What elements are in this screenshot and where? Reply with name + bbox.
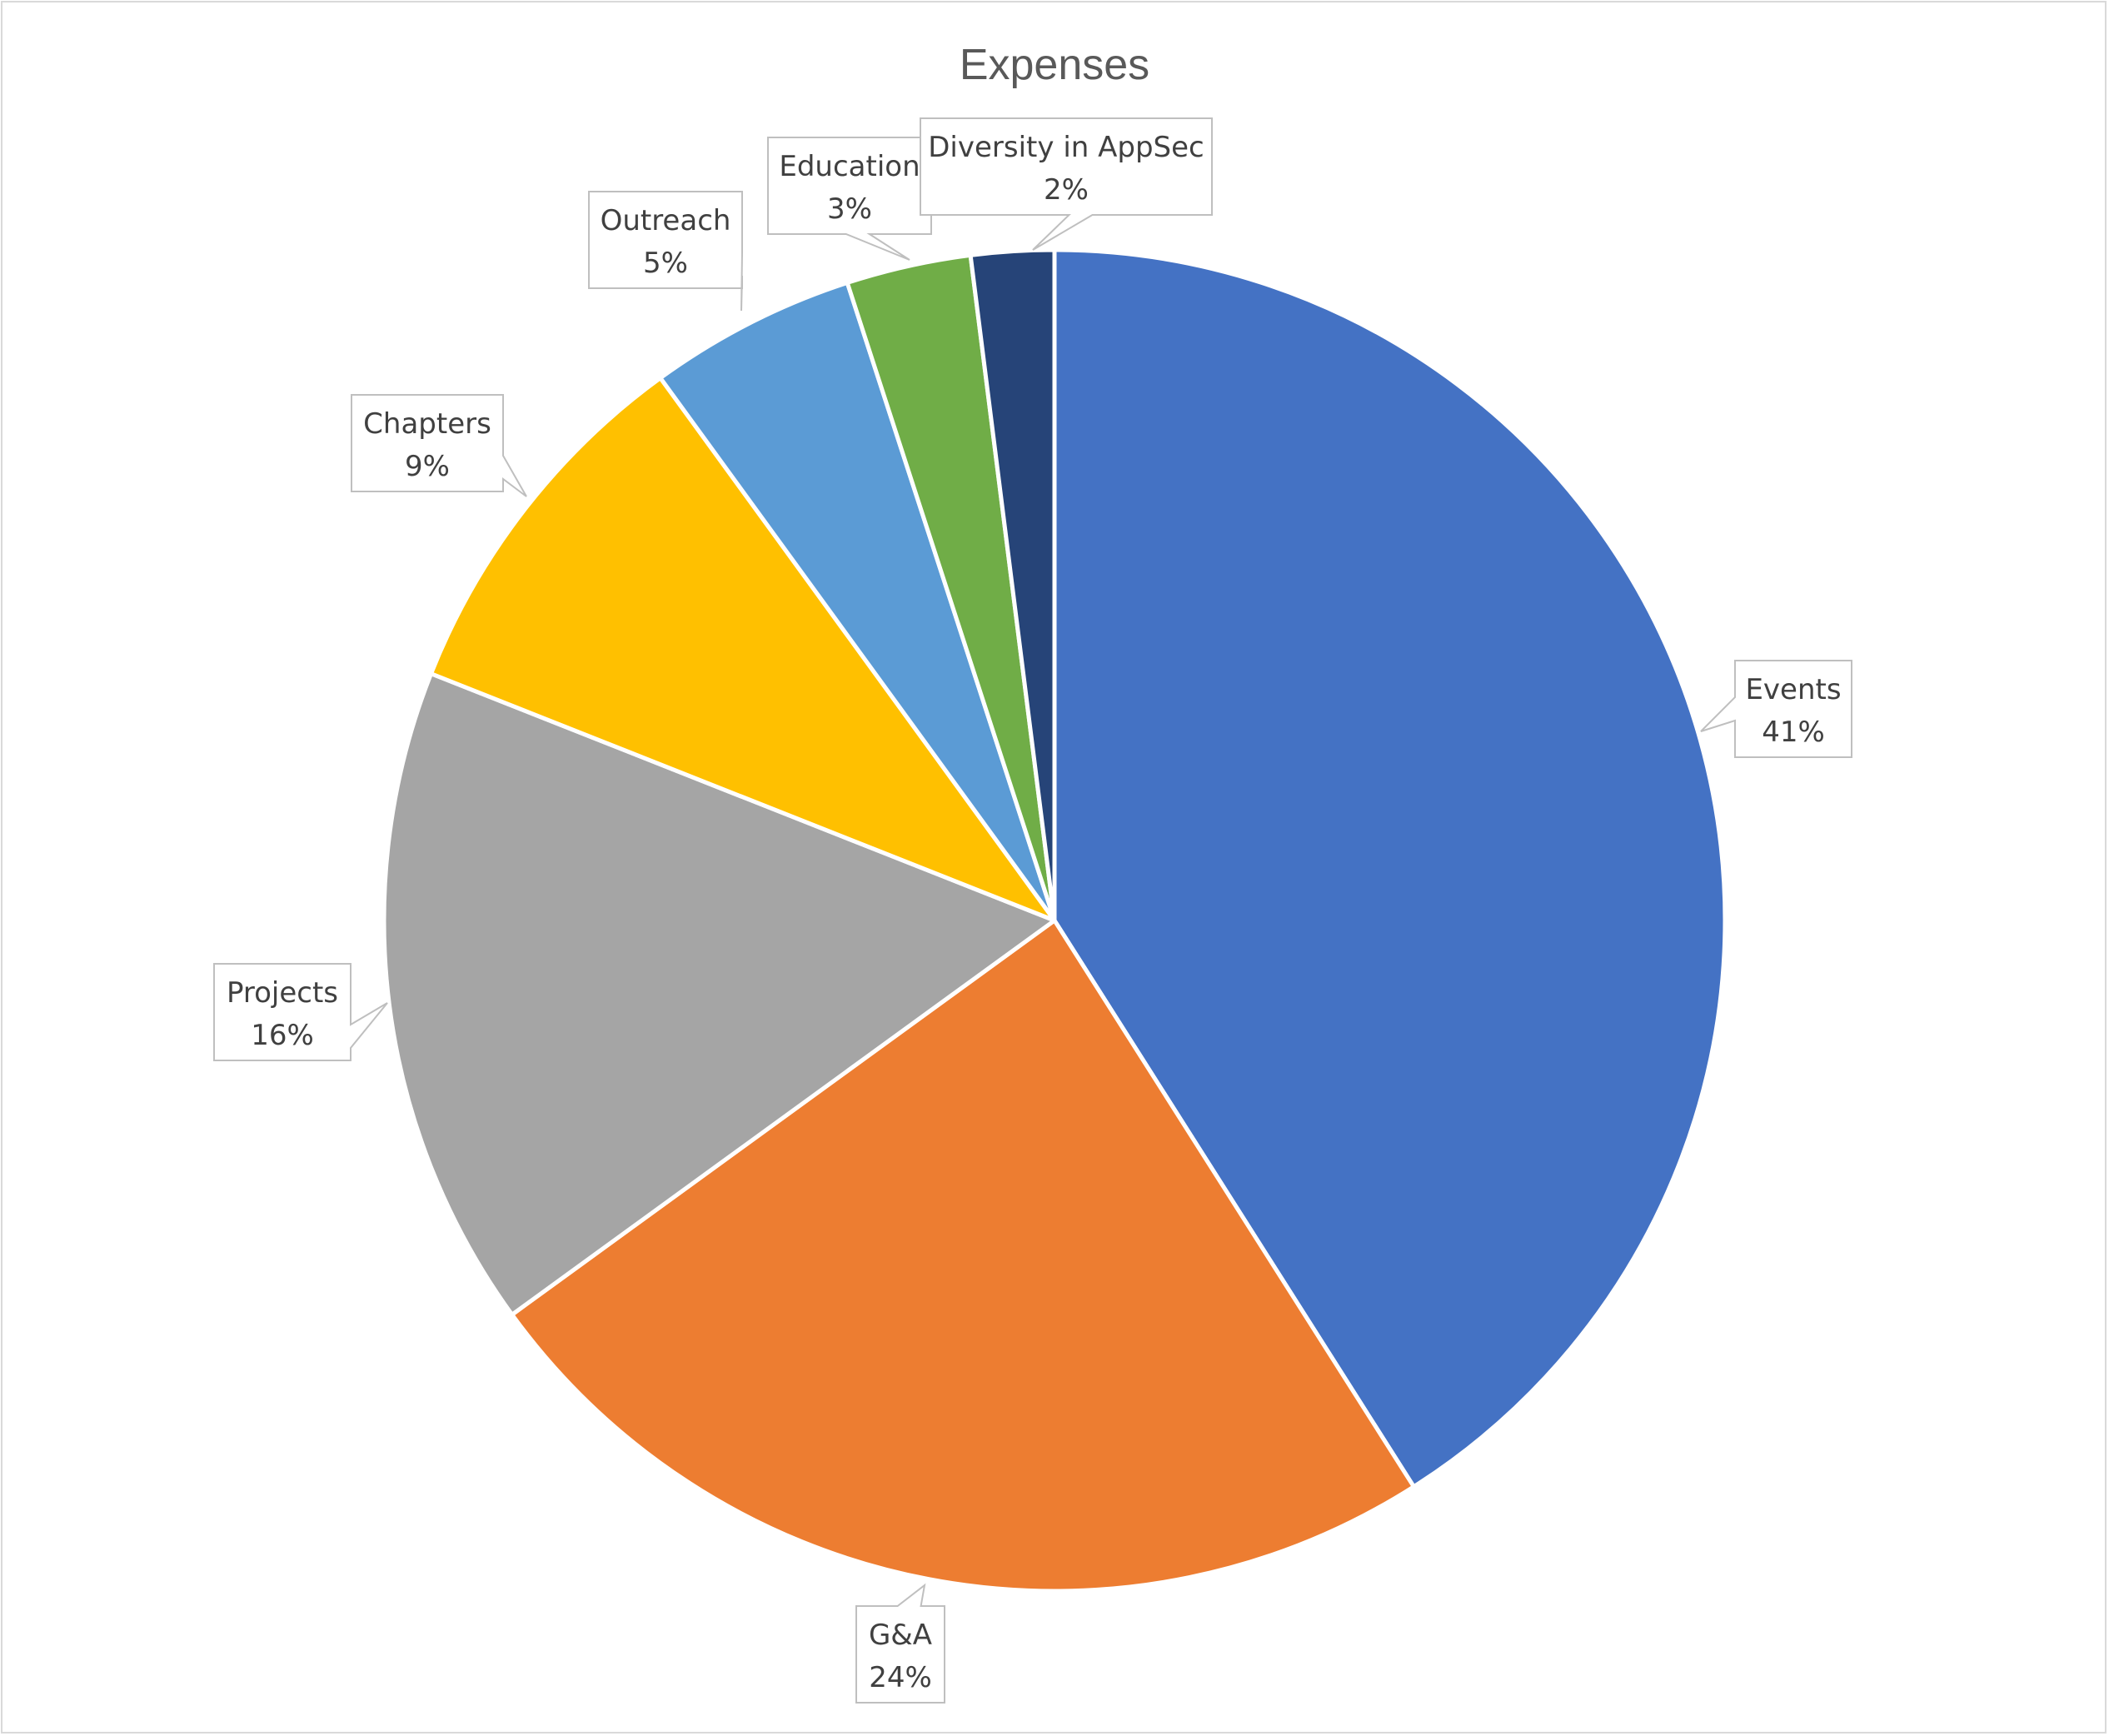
pie-slice-ganda[interactable] (510, 918, 1416, 1594)
data-label-chapters: Chapters (363, 407, 491, 441)
pie-slice-projects[interactable] (381, 671, 1057, 1317)
data-value-education: 3% (827, 192, 872, 226)
callout-events: Events 41% (1700, 660, 1852, 758)
pie-slice-events[interactable] (1052, 247, 1728, 1489)
data-value-events: 41% (1762, 716, 1825, 749)
data-value-diversity-in-appsec: 2% (1044, 173, 1089, 207)
callout-box-diversity-in-appsec (920, 117, 1213, 251)
data-label-ganda: G&A (869, 1619, 932, 1652)
data-label-education: Education (779, 150, 920, 183)
pie-slice-chapters[interactable] (429, 376, 1057, 923)
data-label-outreach: Outreach (601, 204, 731, 237)
data-label-projects: Projects (227, 976, 338, 1010)
data-value-projects: 16% (251, 1019, 314, 1052)
callout-box-chapters (351, 394, 527, 497)
callout-projects: Projects 16% (213, 963, 388, 1061)
slices-layer (381, 247, 1728, 1594)
callout-box-ganda (855, 1583, 945, 1704)
chart-title: Expenses (960, 41, 1149, 89)
data-label-diversity-in-appsec: Diversity in AppSec (928, 131, 1204, 164)
data-value-chapters: 9% (405, 450, 450, 483)
data-value-ganda: 24% (869, 1661, 932, 1694)
callout-box-events (1700, 660, 1852, 758)
data-value-outreach: 5% (643, 247, 688, 280)
callout-education: Education 3% (767, 137, 932, 261)
callout-outreach: Outreach 5% (588, 191, 743, 312)
callout-box-outreach (588, 191, 743, 312)
pie-slice-outreach[interactable] (658, 280, 1057, 923)
callout-chapters: Chapters 9% (351, 394, 527, 497)
pie-slice-diversity-in-appsec[interactable] (968, 247, 1057, 923)
callout-box-projects (213, 963, 388, 1061)
data-label-events: Events (1745, 673, 1841, 706)
callouts-layer: Events 41% G&A 24% Projects 16% Chapters 9% Outr… (213, 117, 1852, 1704)
callout-diversity-in-appsec: Diversity in AppSec 2% (920, 117, 1213, 251)
callout-ganda: G&A 24% (855, 1583, 945, 1704)
